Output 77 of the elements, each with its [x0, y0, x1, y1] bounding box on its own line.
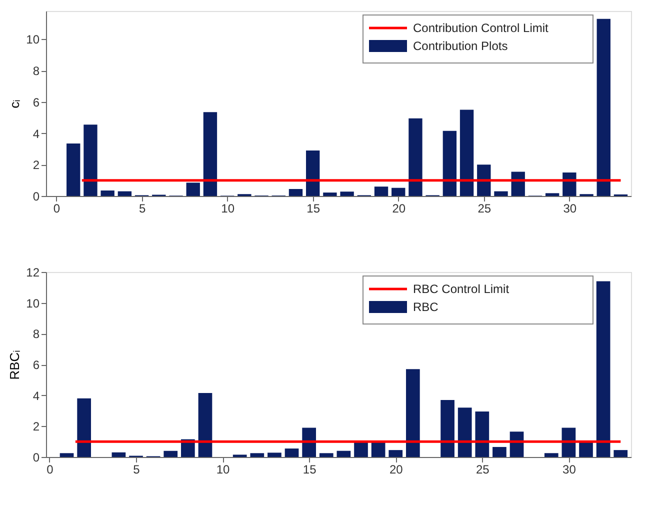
bar [60, 453, 74, 457]
x-tick-label: 5 [138, 202, 146, 216]
bar [323, 192, 337, 196]
bar [84, 124, 98, 196]
x-tick-label: 25 [478, 202, 492, 216]
bar [442, 130, 457, 196]
bar [284, 448, 299, 457]
bar [336, 450, 351, 457]
y-tick-label: 2 [32, 420, 40, 434]
bar [392, 188, 406, 196]
x-tick-label: 15 [306, 202, 320, 216]
x-tick-label: 0 [53, 202, 60, 216]
bar [596, 18, 610, 196]
bar [371, 442, 386, 457]
bar [268, 452, 282, 457]
y-tick-label: 12 [26, 266, 40, 280]
bar [340, 192, 354, 196]
y-axis-title: RBCᵢ [7, 350, 22, 380]
bar [562, 172, 576, 196]
bar [408, 118, 422, 196]
x-tick-label: 15 [302, 462, 317, 476]
y-tick-label: 0 [32, 190, 40, 204]
bar [354, 442, 368, 457]
legend-label: Contribution Plots [413, 39, 508, 53]
bar [302, 428, 316, 457]
bar [77, 398, 91, 457]
bar [203, 112, 218, 196]
bar [492, 446, 506, 457]
y-tick-label: 4 [32, 388, 40, 403]
y-tick-label: 6 [32, 95, 40, 110]
bar [458, 408, 472, 457]
y-axis-title: cᵢ [7, 100, 22, 108]
y-tick-label: 6 [32, 358, 40, 372]
x-tick-label: 10 [221, 202, 235, 216]
y-tick-label: 0 [32, 450, 40, 464]
bar [477, 164, 491, 196]
bar [475, 412, 490, 457]
y-tick-label: 8 [32, 64, 40, 78]
y-tick-label: 4 [32, 126, 40, 141]
bar [112, 452, 126, 457]
x-tick-label: 0 [46, 462, 54, 476]
bar [545, 193, 560, 196]
bar [406, 369, 420, 457]
bar [614, 450, 628, 457]
x-tick-label: 5 [133, 462, 140, 476]
y-tick-label: 10 [26, 296, 40, 310]
bar [544, 453, 558, 457]
y-tick-label: 2 [32, 158, 40, 172]
bar [186, 182, 200, 196]
bar [579, 442, 593, 457]
bar [66, 143, 80, 196]
bar [288, 188, 303, 196]
bar [319, 453, 334, 457]
bar [440, 400, 454, 457]
x-tick-label: 20 [389, 462, 404, 476]
bar [562, 428, 576, 457]
x-tick-label: 10 [216, 462, 230, 476]
bar [388, 450, 403, 457]
bar [306, 150, 320, 196]
bar [118, 191, 132, 196]
bar [460, 110, 474, 196]
y-tick-label: 8 [32, 327, 40, 342]
bar [250, 453, 264, 457]
x-tick-label: 30 [563, 202, 577, 216]
legend-label: Contribution Control Limit [413, 21, 550, 35]
bar [596, 281, 610, 457]
legend-label: RBC Control Limit [413, 282, 510, 296]
x-tick-label: 30 [562, 462, 576, 476]
bar [494, 191, 508, 196]
bar [100, 190, 114, 196]
bar [198, 393, 212, 457]
x-tick-label: 25 [476, 462, 490, 476]
bar [374, 186, 388, 196]
legend-label: RBC [413, 300, 439, 314]
x-tick-label: 20 [392, 202, 406, 216]
bar [164, 450, 178, 457]
y-tick-label: 10 [26, 32, 40, 47]
